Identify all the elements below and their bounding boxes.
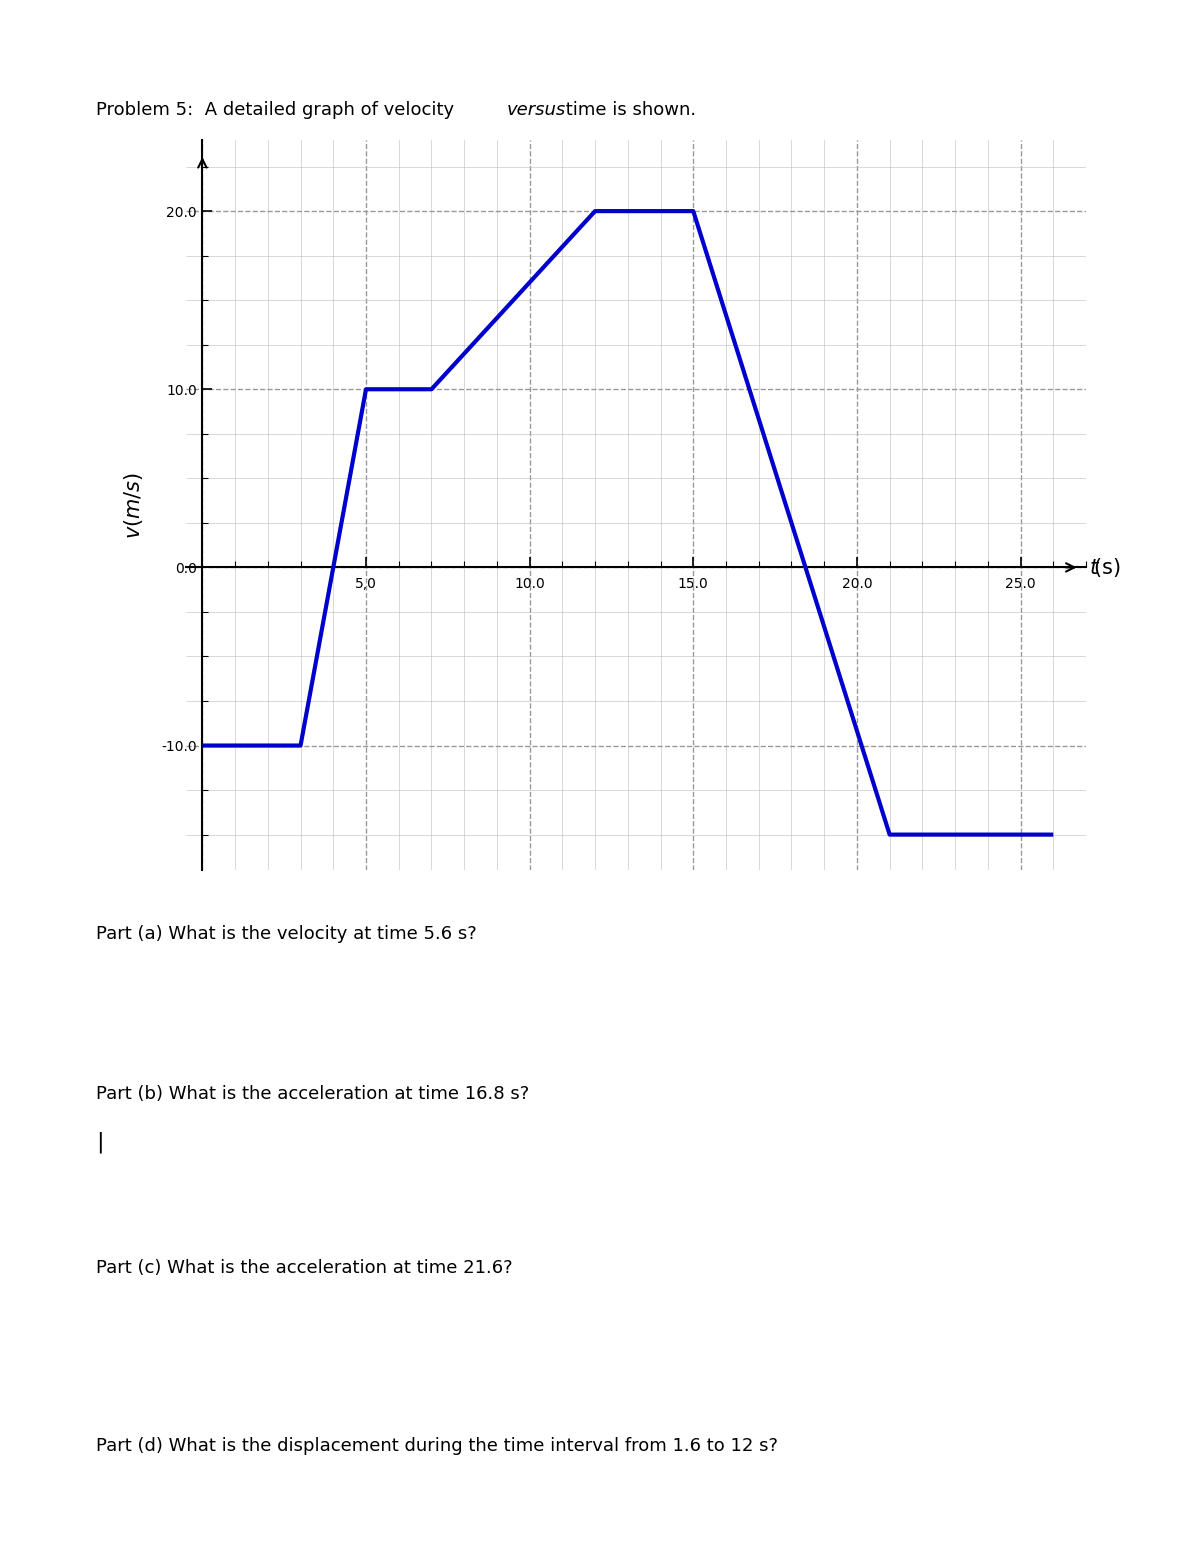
- Text: versus: versus: [506, 101, 565, 120]
- Text: Part (d) What is the displacement during the time interval from 1.6 to 12 s?: Part (d) What is the displacement during…: [96, 1437, 778, 1456]
- Text: Part (a) What is the velocity at time 5.6 s?: Part (a) What is the velocity at time 5.…: [96, 925, 476, 943]
- Text: $t\!\mathrm{(s)}$: $t\!\mathrm{(s)}$: [1090, 556, 1122, 580]
- Text: Problem 5:  A detailed graph of velocity: Problem 5: A detailed graph of velocity: [96, 101, 460, 120]
- Text: |: |: [96, 1131, 103, 1153]
- Text: Part (c) What is the acceleration at time 21.6?: Part (c) What is the acceleration at tim…: [96, 1259, 512, 1277]
- Text: Part (b) What is the acceleration at time 16.8 s?: Part (b) What is the acceleration at tim…: [96, 1085, 529, 1103]
- Y-axis label: $v(m/s)$: $v(m/s)$: [121, 471, 144, 539]
- Text: time is shown.: time is shown.: [560, 101, 696, 120]
